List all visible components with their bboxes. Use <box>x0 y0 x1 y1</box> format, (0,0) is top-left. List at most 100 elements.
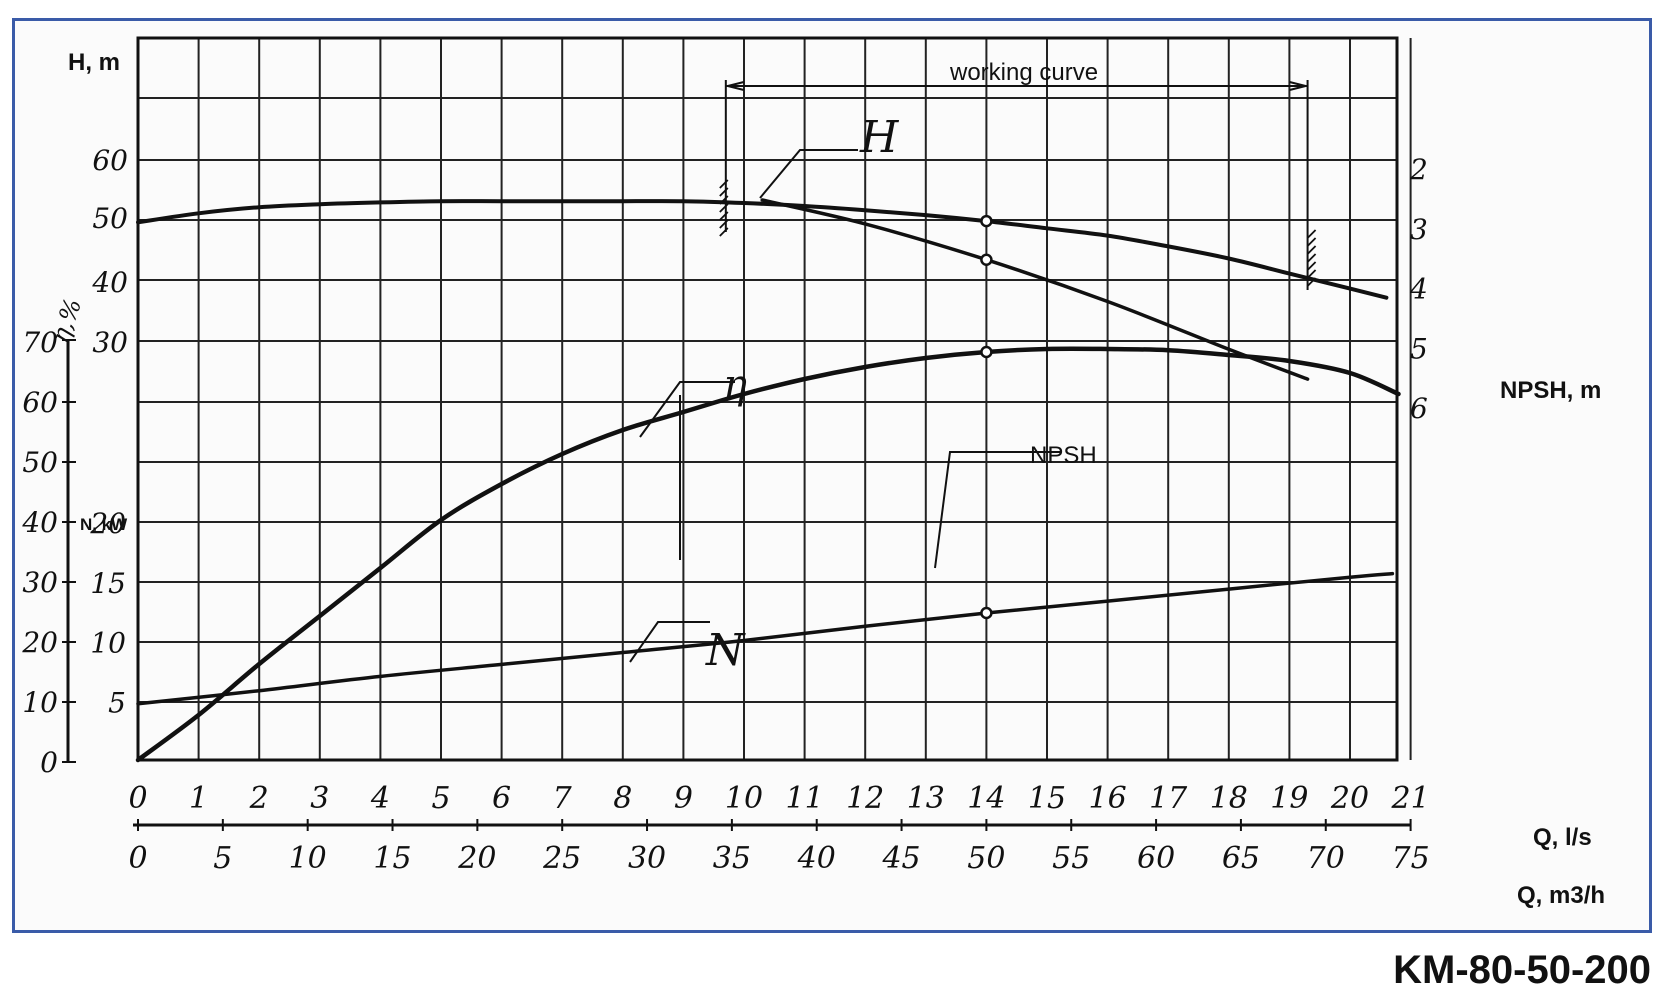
ls-tick-label: 14 <box>967 781 1005 816</box>
ls-tick-label: 4 <box>370 781 390 816</box>
marked-point <box>980 606 993 620</box>
m3h-tick-label: 45 <box>881 841 920 876</box>
plot-border <box>136 36 1399 762</box>
y-axis-label-eta: η,% <box>46 295 88 347</box>
working-range-arrow-left <box>727 81 745 91</box>
working-range-hatch <box>1306 269 1317 279</box>
ls-tick-label: 7 <box>553 781 573 816</box>
curve-npsh <box>760 198 1310 381</box>
working-range-hatch <box>1306 277 1317 287</box>
m3h-tick-label: 10 <box>289 841 327 876</box>
x-axis-label-ls: Q, l/s <box>1533 824 1592 851</box>
working-range-hatch <box>719 187 729 197</box>
working-range-hatch <box>1306 261 1317 271</box>
ls-tick-label: 3 <box>310 781 329 816</box>
ls-tick-label: 2 <box>249 781 269 816</box>
ls-tick-label: 10 <box>725 781 763 816</box>
eta-tick-label: 50 <box>22 446 58 479</box>
working-range-hatch <box>1306 245 1317 255</box>
leader-H <box>759 149 858 199</box>
axes <box>62 339 1412 831</box>
ls-tick-label: 9 <box>674 781 693 816</box>
grid <box>136 36 1412 762</box>
eta-tick-label: 70 <box>22 326 58 359</box>
m3h-tick-label: 75 <box>1392 841 1430 876</box>
m3h-tick-label: 5 <box>213 841 232 876</box>
m3h-tick-label: 15 <box>373 841 411 876</box>
ls-tick-label: 6 <box>492 781 511 816</box>
N-tick-label: 5 <box>108 686 126 719</box>
leader-N <box>629 621 710 663</box>
m3h-tick-label: 70 <box>1307 841 1345 876</box>
working-range-hatch <box>719 211 729 221</box>
N-tick-label: 15 <box>90 567 126 600</box>
eta-tick-label: 30 <box>22 566 58 599</box>
m3h-tick-label: 60 <box>1137 841 1175 876</box>
ls-tick-label: 17 <box>1149 781 1188 816</box>
series-label-npsh: NPSH <box>1030 442 1097 469</box>
eta-tick-label: 10 <box>22 686 58 719</box>
labels: 0 5 10 15 20 25 30 35 40 45 50 55 60 65 70 750 1 2 3 4 5 6 7 8 9… <box>21 80 1430 876</box>
ls-tick-label: 13 <box>907 781 945 816</box>
working-range-hatch <box>719 179 729 189</box>
npsh-tick-label: 6 <box>1410 392 1428 425</box>
eta-tick-label: 60 <box>22 386 58 419</box>
ls-tick-label: 11 <box>786 781 824 816</box>
ls-tick-label: 21 <box>1391 781 1430 816</box>
m3h-tick-label: 35 <box>713 841 751 876</box>
series-label-H: H <box>859 112 900 163</box>
x-axis-label-m3h: Q, m3/h <box>1517 882 1605 909</box>
working-range-arrow-right <box>1289 81 1306 91</box>
ls-tick-label: 0 <box>128 781 147 816</box>
m3h-tick-label: 20 <box>457 841 496 876</box>
eta-tick-label: 40 <box>21 506 58 539</box>
curves <box>135 198 1401 763</box>
ls-tick-label: 20 <box>1330 781 1369 816</box>
npsh-tick-label: 3 <box>1410 213 1428 246</box>
marked-point <box>980 253 993 266</box>
series-label-eta: η <box>723 362 747 408</box>
m3h-tick-label: 55 <box>1052 841 1090 876</box>
H-tick-label: 30 <box>92 326 128 359</box>
curve-n <box>136 571 1395 706</box>
npsh-tick-label: 5 <box>1410 332 1428 365</box>
y-axis-label-npsh: NPSH, m <box>1500 377 1601 404</box>
m3h-tick-label: 30 <box>628 841 666 876</box>
ls-tick-label: 5 <box>431 781 450 816</box>
working-range-hatch <box>719 203 729 213</box>
working-range-hatch <box>719 195 729 205</box>
m3h-tick-label: 25 <box>542 841 581 876</box>
leader-eta <box>639 381 735 438</box>
working-range-hatch <box>1306 237 1317 247</box>
model-title: KM-80-50-200 <box>1393 948 1651 992</box>
ls-tick-label: 1 <box>189 781 208 816</box>
ls-tick-label: 16 <box>1089 781 1127 816</box>
curve-eta <box>135 346 1401 763</box>
m3h-tick-label: 0 <box>128 841 147 876</box>
working-range-hatch <box>1306 253 1317 263</box>
m3h-tick-label: 65 <box>1222 841 1260 876</box>
ls-tick-label: 19 <box>1270 781 1308 816</box>
y-axis-label-H: H, m <box>68 49 120 76</box>
m3h-tick-label: 50 <box>967 841 1005 876</box>
ls-tick-label: 18 <box>1210 781 1248 816</box>
marked-point <box>980 214 993 228</box>
y-axis-label-N: N, kW <box>80 515 128 534</box>
leader-npsh <box>934 451 1060 569</box>
working-range-hatch <box>719 227 729 237</box>
working-range-hatch <box>719 219 729 229</box>
npsh-tick-label: 2 <box>1409 153 1428 186</box>
m3h-tick-label: 40 <box>797 841 836 876</box>
ls-tick-label: 15 <box>1028 781 1066 816</box>
eta-tick-label: 20 <box>21 626 58 659</box>
H-tick-label: 50 <box>92 202 128 235</box>
marked-point <box>980 345 993 359</box>
ls-tick-label: 12 <box>846 781 884 816</box>
chart-frame <box>12 18 1652 933</box>
series-label-N: N <box>705 625 746 676</box>
H-tick-label: 40 <box>91 266 128 299</box>
eta-tick-label: 0 <box>40 746 58 779</box>
npsh-tick-label: 4 <box>1409 273 1428 306</box>
curve-h <box>136 199 1389 300</box>
